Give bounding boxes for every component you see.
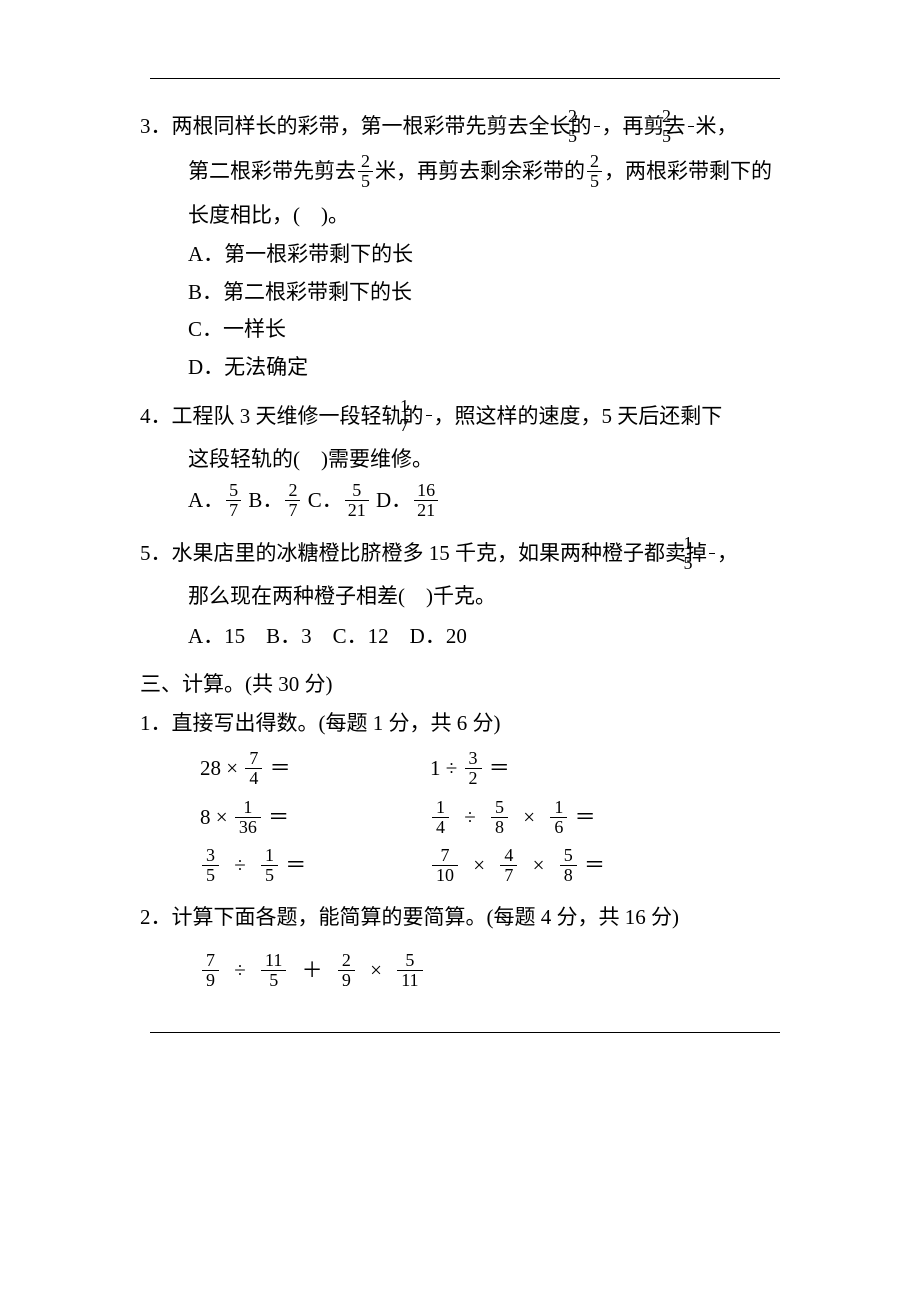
q3-text-2a: 第二根彩带先剪去 [188, 159, 356, 183]
calc-grid: 28 × 74 ＝ 1 ÷ 32 ＝ 8 × 136 ＝ 14 ÷ 58 × 1… [140, 751, 790, 887]
q4-text-1b: ，照这样的速度，5 天后还剩下 [434, 404, 723, 428]
op-div: ÷ [234, 958, 246, 982]
fraction-2-7: 27 [285, 481, 300, 520]
fraction-2-9: 29 [338, 951, 355, 990]
q5-text-1b: ， [717, 541, 738, 565]
fraction-11-5: 115 [261, 951, 286, 990]
q3-option-a: A．第一根彩带剩下的长 [188, 238, 790, 272]
q5-options: A．15 B．3 C．12 D．20 [188, 620, 790, 654]
fraction-2-5: 25 [594, 107, 600, 146]
fraction-5-11: 511 [397, 951, 422, 990]
int-28: 28 [200, 756, 221, 780]
q4-opt-a-label: A． [188, 488, 224, 512]
question-3: 3．两根同样长的彩带，第一根彩带先剪去全长的25，再剪去25米， 第二根彩带先剪… [140, 109, 790, 385]
q3-option-d: D．无法确定 [188, 351, 790, 385]
calc-expr-2: 1 ÷ 32 ＝ [430, 751, 730, 790]
fraction-1-36: 136 [235, 798, 261, 837]
fraction-1-6: 16 [550, 798, 567, 837]
fraction-1-4: 14 [432, 798, 449, 837]
int-8: 8 [200, 805, 211, 829]
q5-text-1a: 水果店里的冰糖橙比脐橙多 15 千克，如果两种橙子都卖掉 [172, 541, 708, 565]
fraction-3-5: 35 [202, 846, 219, 885]
question-4: 4．工程队 3 天维修一段轻轨的17，照这样的速度，5 天后还剩下 这段轻轨的(… [140, 399, 790, 522]
calc-row-3: 35 ÷ 15 ＝ 710 × 47 × 58 ＝ [200, 848, 790, 887]
top-rule [150, 78, 780, 79]
q3-text-2c: ，两根彩带剩下的 [604, 159, 772, 183]
fraction-5-8: 58 [560, 846, 577, 885]
calc-expr-5: 35 ÷ 15 ＝ [200, 848, 430, 887]
calc-expr-1: 28 × 74 ＝ [200, 751, 430, 790]
fraction-4-7: 47 [500, 846, 517, 885]
fraction-1-5: 15 [709, 534, 715, 573]
q3-line1: 3．两根同样长的彩带，第一根彩带先剪去全长的25，再剪去25米， [140, 109, 790, 148]
op-plus: ＋ [302, 958, 323, 982]
sub2-expr: 79 ÷ 115 ＋ 29 × 511 [200, 953, 790, 992]
section3-sub1-title: 1．直接写出得数。(每题 1 分，共 6 分) [140, 707, 790, 741]
q3-option-b: B．第二根彩带剩下的长 [188, 276, 790, 310]
q4-opt-b-label: B． [248, 488, 283, 512]
q3-text-1a: 两根同样长的彩带，第一根彩带先剪去全长的 [172, 114, 592, 138]
calc-expr-3: 8 × 136 ＝ [200, 800, 430, 839]
q3-option-c: C．一样长 [188, 313, 790, 347]
calc-row-1: 28 × 74 ＝ 1 ÷ 32 ＝ [200, 751, 790, 790]
q3-text-1b: ，再剪去 [602, 114, 686, 138]
q4-opt-c-label: C． [308, 488, 343, 512]
q5-line1: 5．水果店里的冰糖橙比脐橙多 15 千克，如果两种橙子都卖掉15， [140, 536, 790, 575]
fraction-1-5: 15 [261, 846, 278, 885]
q3-line3: 长度相比，( )。 [140, 199, 790, 233]
q3-text-2b: 米，再剪去剩余彩带的 [375, 159, 585, 183]
fraction-5-21: 521 [345, 481, 369, 520]
fraction-2-5: 25 [587, 152, 602, 191]
q4-options: A．57 B．27 C．521 D．1621 [188, 483, 790, 522]
fraction-2-5: 25 [688, 107, 694, 146]
q4-line2: 这段轻轨的( )需要维修。 [140, 443, 790, 477]
q5-label: 5． [140, 541, 172, 565]
calc-expr-7: 79 ÷ 115 ＋ 29 × 511 [200, 953, 425, 992]
fraction-7-9: 79 [202, 951, 219, 990]
section3-sub2-title: 2．计算下面各题，能简算的要简算。(每题 4 分，共 16 分) [140, 901, 790, 935]
q4-opt-d-label: D． [376, 488, 412, 512]
section-3-heading: 三、计算。(共 30 分) [140, 668, 790, 702]
q3-line2: 第二根彩带先剪去25米，再剪去剩余彩带的25，两根彩带剩下的 [140, 154, 790, 193]
fraction-7-10: 710 [432, 846, 458, 885]
fraction-16-21: 1621 [414, 481, 438, 520]
fraction-3-2: 32 [465, 749, 482, 788]
q3-text-1c: 米， [696, 114, 738, 138]
op-mul: × [370, 958, 382, 982]
fraction-2-5: 25 [358, 152, 373, 191]
q4-line1: 4．工程队 3 天维修一段轻轨的17，照这样的速度，5 天后还剩下 [140, 399, 790, 438]
question-5: 5．水果店里的冰糖橙比脐橙多 15 千克，如果两种橙子都卖掉15， 那么现在两种… [140, 536, 790, 654]
bottom-rule [150, 1032, 780, 1033]
int-1: 1 [430, 756, 441, 780]
fraction-7-4: 74 [245, 749, 262, 788]
calc-row-2: 8 × 136 ＝ 14 ÷ 58 × 16 ＝ [200, 800, 790, 839]
q4-text-1a: 工程队 3 天维修一段轻轨的 [172, 404, 424, 428]
calc-expr-4: 14 ÷ 58 × 16 ＝ [430, 800, 730, 839]
fraction-1-7: 17 [426, 397, 432, 436]
q4-label: 4． [140, 404, 172, 428]
fraction-5-8: 58 [491, 798, 508, 837]
q5-line2: 那么现在两种橙子相差( )千克。 [140, 580, 790, 614]
q3-label: 3． [140, 114, 172, 138]
calc-expr-6: 710 × 47 × 58 ＝ [430, 848, 730, 887]
fraction-5-7: 57 [226, 481, 241, 520]
